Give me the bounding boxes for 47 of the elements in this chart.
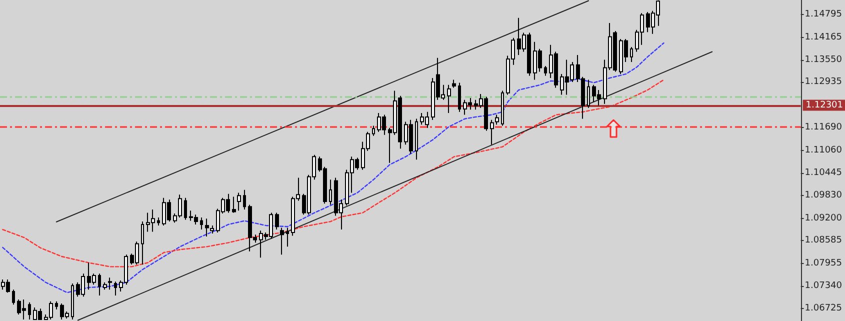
y-tick-label: 1.13550 xyxy=(804,54,842,65)
candlestick xyxy=(280,227,284,256)
candlestick xyxy=(587,79,590,108)
ref-line-label: 1.12301 xyxy=(806,100,843,110)
candlestick xyxy=(329,179,332,206)
candlestick xyxy=(103,282,107,290)
y-tick-label: 1.10445 xyxy=(804,168,842,178)
candlestick xyxy=(157,217,160,226)
candlestick xyxy=(495,114,499,126)
candlestick xyxy=(237,192,241,212)
candlestick xyxy=(452,79,456,88)
candlestick xyxy=(232,196,236,214)
candlestick xyxy=(372,125,375,136)
y-tick-label: 1.11060 xyxy=(804,145,842,156)
candlestick xyxy=(447,84,451,114)
candlestick xyxy=(108,277,112,290)
candlestick xyxy=(71,282,74,320)
candlestick xyxy=(28,302,31,320)
y-tick-label: 1.11690 xyxy=(804,122,842,133)
candlestick xyxy=(243,189,246,210)
candlestick xyxy=(275,212,279,230)
y-tick-label: 1.14795 xyxy=(804,9,842,20)
y-tick-label: 1.09200 xyxy=(804,213,842,224)
candlestick xyxy=(544,65,547,76)
y-tick-label: 1.09830 xyxy=(804,190,842,200)
candlestick xyxy=(210,225,214,234)
candlestick xyxy=(490,119,494,146)
candlestick xyxy=(184,197,187,220)
candlestick xyxy=(205,218,209,237)
candlestick xyxy=(141,221,144,266)
candlestick xyxy=(501,90,504,126)
y-tick-label: 1.12935 xyxy=(804,77,842,88)
candlestick xyxy=(286,227,289,248)
y-tick-label: 1.06725 xyxy=(804,303,842,314)
candlestick xyxy=(415,118,418,160)
y-tick-label: 1.14165 xyxy=(804,32,842,42)
y-tick-label: 1.07340 xyxy=(804,281,842,292)
candlestick xyxy=(114,281,117,296)
line-series xyxy=(2,42,664,294)
candlestick xyxy=(55,300,58,310)
y-tick-label: 1.08585 xyxy=(804,236,842,246)
candlestick xyxy=(200,217,203,230)
candlestick xyxy=(458,82,461,112)
candlestick xyxy=(630,46,633,62)
y-tick-label: 1.07955 xyxy=(804,258,842,269)
candlestick xyxy=(98,273,101,296)
candlestick xyxy=(12,289,15,306)
